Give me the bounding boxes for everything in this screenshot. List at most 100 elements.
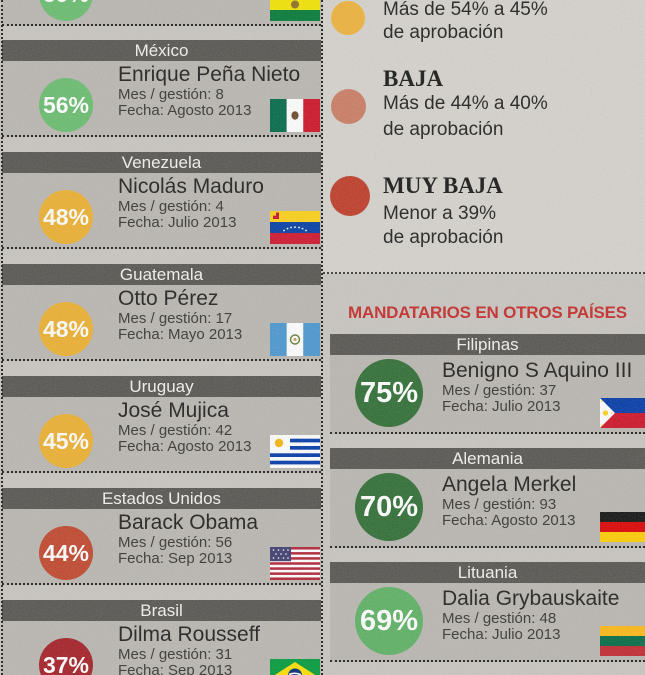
approval-circle: 70% <box>355 473 423 541</box>
legend-title: MUY BAJA <box>383 173 503 198</box>
card-alemania: Alemania 70% Angela Merkel Mes / gestión… <box>330 448 645 548</box>
country-label: Venezuela <box>121 153 202 172</box>
card-estados-unidos: Estados Unidos 44% Barack Obama Mes / ge… <box>2 488 321 585</box>
venezuela-flag-icon <box>270 211 320 244</box>
germany-flag-icon <box>600 512 645 542</box>
uruguay-flag-icon <box>270 435 320 468</box>
survey-date: Fecha: Sep 2013 <box>118 550 233 567</box>
card-body: 37% Dilma Rousseff Mes / gestión: 31 Fec… <box>2 621 321 675</box>
leader-name: Dilma Rousseff <box>118 623 260 646</box>
survey-date: Fecha: Julio 2013 <box>442 626 561 643</box>
card-body: 75% Benigno S Aquino III Mes / gestión: … <box>330 355 645 434</box>
country-header-bar: Estados Unidos <box>2 488 321 509</box>
survey-date: Fecha: Mayo 2013 <box>118 326 243 343</box>
tenure-months: Mes / gestión: 37 <box>442 382 557 399</box>
legend-range-line: Más de 44% a 40% <box>383 93 548 114</box>
card-body: 48% Nicolás Maduro Mes / gestión: 4 Fech… <box>2 173 321 249</box>
bolivia-flag-icon <box>270 0 320 21</box>
tenure-months: Mes / gestión: 8 <box>118 86 224 103</box>
leader-name: Otto Pérez <box>118 287 219 310</box>
tenure-months: Mes / gestión: 42 <box>118 422 233 439</box>
card-bolivia: 59% Fecha: Agosto 2013 <box>2 0 321 26</box>
card-body: 69% Dalia Grybauskaite Mes / gestión: 48… <box>330 583 645 662</box>
country-label: Uruguay <box>129 377 194 396</box>
survey-date: Fecha: Julio 2013 <box>118 214 237 231</box>
approval-circle: 69% <box>355 587 423 655</box>
approval-circle: 48% <box>39 302 93 356</box>
survey-date: Fecha: Agosto 2013 <box>442 512 576 529</box>
country-header-bar: Lituania <box>330 562 645 583</box>
card-body: 45% José Mujica Mes / gestión: 42 Fecha:… <box>2 397 321 473</box>
survey-date: Fecha: Sep 2013 <box>118 662 233 675</box>
approval-circle: 48% <box>39 190 93 244</box>
leader-name: Dalia Grybauskaite <box>442 587 620 610</box>
tenure-months: Mes / gestión: 56 <box>118 534 233 551</box>
legend-swatch-circle <box>331 1 365 35</box>
approval-circle: 59% <box>39 0 93 21</box>
country-label: México <box>134 41 189 60</box>
card-body: 56% Enrique Peña Nieto Mes / gestión: 8 … <box>2 61 321 137</box>
card-body: 44% Barack Obama Mes / gestión: 56 Fecha… <box>2 509 321 585</box>
legend-range-line: de aprobación <box>383 22 504 43</box>
tenure-months: Mes / gestión: 17 <box>118 310 233 327</box>
tenure-months: Mes / gestión: 31 <box>118 646 233 663</box>
approval-circle: 56% <box>39 78 93 132</box>
leader-name: Benigno S Aquino III <box>442 359 633 382</box>
leader-name: Enrique Peña Nieto <box>118 63 301 86</box>
card-body: 48% Otto Pérez Mes / gestión: 17 Fecha: … <box>2 285 321 361</box>
legend-range-line: Más de 54% a 45% <box>383 0 548 20</box>
tenure-months: Mes / gestión: 4 <box>118 198 224 215</box>
card-brasil: Brasil 37% Dilma Rousseff Mes / gestión:… <box>2 600 321 675</box>
country-label: Alemania <box>452 449 523 468</box>
country-header-bar: Venezuela <box>2 152 321 173</box>
country-label: Brasil <box>140 601 183 620</box>
approval-circle: 75% <box>355 359 423 427</box>
legend-swatch-circle <box>330 176 370 216</box>
section-title-other-countries: MANDATARIOS EN OTROS PAÍSES <box>348 303 627 322</box>
legend-panel: Más de 54% a 45% de aprobación BAJA Más … <box>323 0 645 274</box>
approval-circle: 37% <box>39 638 93 675</box>
card-venezuela: Venezuela 48% Nicolás Maduro Mes / gesti… <box>2 152 321 249</box>
card-filipinas: Filipinas 75% Benigno S Aquino III Mes /… <box>330 334 645 434</box>
column-divider-dotted-border <box>321 0 323 675</box>
leader-name: Angela Merkel <box>442 473 577 496</box>
card-uruguay: Uruguay 45% José Mujica Mes / gestión: 4… <box>2 376 321 473</box>
mexico-flag-icon <box>270 99 320 132</box>
country-header-bar: Filipinas <box>330 334 645 355</box>
card-lituania: Lituania 69% Dalia Grybauskaite Mes / ge… <box>330 562 645 662</box>
country-header-bar: Brasil <box>2 600 321 621</box>
guatemala-flag-icon <box>270 323 320 356</box>
legend-range-line: Menor a 39% <box>383 203 497 224</box>
legend-range-line: de aprobación <box>383 227 504 248</box>
card-body: 70% Angela Merkel Mes / gestión: 93 Fech… <box>330 469 645 548</box>
survey-date: Fecha: Julio 2013 <box>442 398 561 415</box>
approval-circle: 45% <box>39 414 93 468</box>
country-header-bar: México <box>2 40 321 61</box>
country-header-bar: Uruguay <box>2 376 321 397</box>
card-guatemala: Guatemala 48% Otto Pérez Mes / gestión: … <box>2 264 321 361</box>
brasil-flag-icon <box>270 659 320 675</box>
country-label: Filipinas <box>456 335 519 354</box>
country-header-bar: Guatemala <box>2 264 321 285</box>
survey-date: Fecha: Agosto 2013 <box>118 438 252 455</box>
legend-range-line: de aprobación <box>383 119 504 140</box>
tenure-months: Mes / gestión: 48 <box>442 610 557 627</box>
legend-swatch-circle <box>331 89 366 124</box>
country-label: Estados Unidos <box>101 489 222 508</box>
survey-date: Fecha: Agosto 2013 <box>118 102 252 119</box>
leader-name: Barack Obama <box>118 511 259 534</box>
left-edge-dotted-border <box>1 0 3 675</box>
country-header-bar: Alemania <box>330 448 645 469</box>
leader-name: Nicolás Maduro <box>118 175 264 198</box>
country-label: Lituania <box>457 563 518 582</box>
leader-name: José Mujica <box>118 399 229 422</box>
card-mexico: México 56% Enrique Peña Nieto Mes / gest… <box>2 40 321 137</box>
philippines-flag-icon <box>600 398 645 428</box>
approval-circle: 44% <box>39 526 93 580</box>
usa-flag-icon <box>270 547 320 580</box>
country-label: Guatemala <box>119 265 204 284</box>
card-body: 59% Fecha: Agosto 2013 <box>2 0 321 26</box>
lithuania-flag-icon <box>600 626 645 656</box>
tenure-months: Mes / gestión: 93 <box>442 496 557 513</box>
